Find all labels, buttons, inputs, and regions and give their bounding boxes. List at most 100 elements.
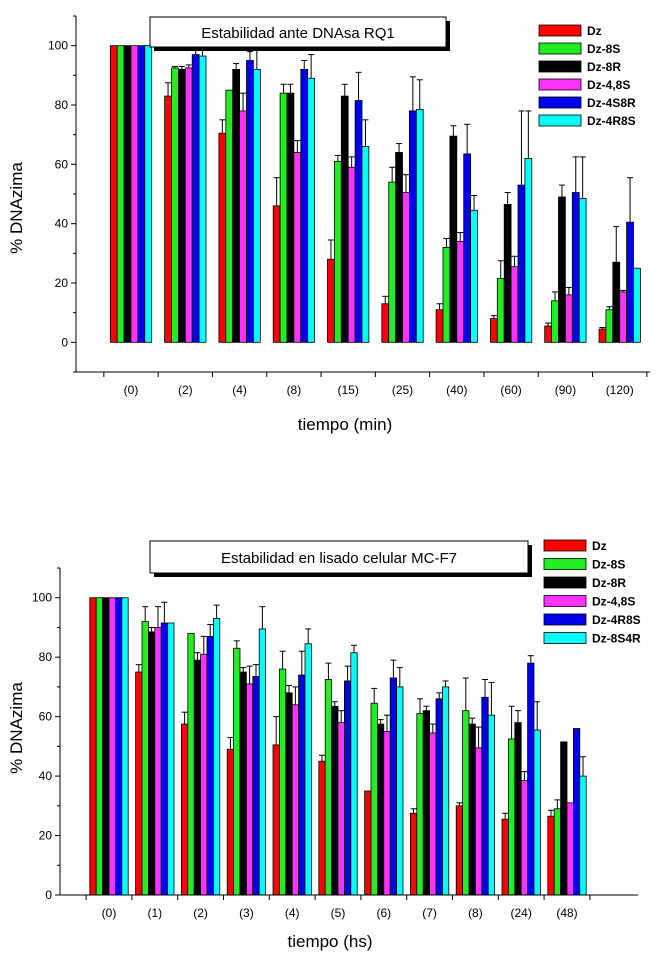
bar xyxy=(95,597,103,896)
bar xyxy=(218,132,227,343)
chart2-title: Estabilidad en lisado celular MC-F7 xyxy=(221,550,457,567)
bar xyxy=(605,309,614,343)
bar xyxy=(396,686,404,896)
bar xyxy=(435,698,443,896)
bar xyxy=(141,621,149,896)
x-tick-label: (6) xyxy=(376,906,391,920)
bar xyxy=(187,633,195,896)
bar xyxy=(456,241,465,343)
bar xyxy=(551,300,559,343)
bar xyxy=(272,744,280,896)
bar xyxy=(402,192,410,343)
bar xyxy=(327,258,335,343)
legend-swatch xyxy=(538,60,582,73)
bar xyxy=(517,184,526,343)
bar xyxy=(481,696,489,896)
x-tick-label: (8) xyxy=(468,906,483,920)
bar xyxy=(154,627,162,896)
bar xyxy=(212,618,221,896)
legend-label: Dz-8S xyxy=(592,558,625,572)
bar xyxy=(278,668,287,896)
x-tick-label: (0) xyxy=(102,906,117,920)
bar xyxy=(514,722,522,896)
x-tick-label: (2) xyxy=(178,383,193,397)
chart-dnasa-rq1: 0 20 40 60 80 100 (0) (2) (4) (8) (15) (25) (40) (60)… xyxy=(7,15,650,434)
x-tick-label: (4) xyxy=(285,906,300,920)
bar xyxy=(364,790,372,896)
bar xyxy=(571,192,580,343)
legend-label: Dz-4,8S xyxy=(587,78,630,92)
legend-label: Dz-8R xyxy=(587,60,621,74)
chart1-axes xyxy=(71,15,650,377)
bar xyxy=(337,722,345,896)
bar xyxy=(370,702,378,896)
chart-lisado-mcf7: 0 20 40 60 80 100 (0) (1) (2) (3) (4) (5) (6) (7) (8) (… xyxy=(7,539,641,951)
bar xyxy=(388,181,397,343)
bar xyxy=(164,95,172,343)
bar xyxy=(115,597,123,896)
bar xyxy=(307,77,316,343)
bar xyxy=(318,760,326,896)
bar xyxy=(416,713,424,896)
bar xyxy=(123,45,132,343)
bar xyxy=(361,146,370,343)
legend-swatch xyxy=(538,42,582,55)
bar xyxy=(130,45,139,343)
chart2-legend: Dz Dz-8S Dz-8R Dz-4,8S Dz-4R8S Dz-8S4R xyxy=(543,539,641,646)
bar xyxy=(409,812,418,896)
bar xyxy=(200,653,208,896)
legend-swatch xyxy=(543,539,587,552)
bar xyxy=(167,622,175,896)
legend-label: Dz-4R8S xyxy=(587,114,636,128)
x-tick-label: (0) xyxy=(124,383,139,397)
bar xyxy=(239,671,247,896)
bar xyxy=(455,805,464,896)
bar xyxy=(102,597,110,896)
bar xyxy=(389,677,398,896)
y-tick-label: 80 xyxy=(39,650,53,664)
x-tick-label: (40) xyxy=(446,383,467,397)
bar xyxy=(558,196,566,343)
chart2-axes xyxy=(55,567,638,900)
bar xyxy=(527,662,535,896)
bar xyxy=(468,723,476,896)
bar xyxy=(193,659,201,896)
bar xyxy=(239,110,247,343)
bar xyxy=(462,710,470,896)
chart1-y-axis-label: % DNAzima xyxy=(7,162,26,254)
x-tick-label: (7) xyxy=(422,906,437,920)
legend-label: Dz xyxy=(587,24,602,38)
bar xyxy=(177,69,186,343)
legend-label: Dz-8S xyxy=(587,42,620,56)
x-tick-label: (60) xyxy=(500,383,521,397)
bar xyxy=(184,67,193,343)
bar xyxy=(579,775,587,896)
bar xyxy=(258,628,267,896)
chart1-legend: Dz Dz-8S Dz-8R Dz-4,8S Dz-4S8R Dz-4R8S xyxy=(538,24,636,128)
legend-swatch xyxy=(538,24,582,37)
bar xyxy=(350,652,358,896)
bar xyxy=(612,261,621,343)
bar xyxy=(304,643,312,896)
bar xyxy=(395,152,403,343)
legend-label: Dz-4,8S xyxy=(592,595,635,609)
legend-swatch xyxy=(538,114,582,127)
bar xyxy=(252,69,261,343)
y-tick-label: 100 xyxy=(32,591,52,605)
bar xyxy=(441,686,450,896)
bar xyxy=(474,747,483,896)
bar xyxy=(333,160,342,343)
bar xyxy=(354,100,363,343)
chart1-tick-labels: 0 20 40 60 80 100 (0) (2) (4) (8) (15) (25) (40) (60)… xyxy=(48,39,634,397)
y-tick-label: 100 xyxy=(48,39,68,53)
y-tick-label: 60 xyxy=(55,157,69,171)
x-tick-label: (120) xyxy=(606,383,634,397)
y-tick-label: 20 xyxy=(39,829,53,843)
x-tick-label: (25) xyxy=(392,383,413,397)
x-tick-label: (5) xyxy=(331,906,346,920)
bar xyxy=(116,45,125,343)
bar xyxy=(285,692,293,896)
chart1-title-box xyxy=(149,16,447,48)
y-tick-label: 0 xyxy=(45,888,52,902)
bar xyxy=(501,818,509,896)
